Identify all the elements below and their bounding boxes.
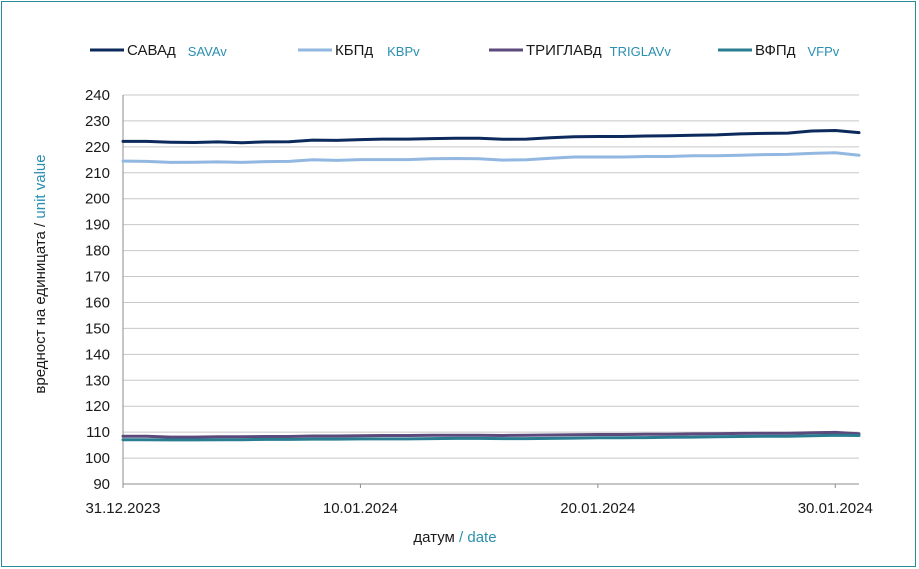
gridlines [123, 94, 859, 485]
x-tick-label: 31.12.2023 [85, 500, 160, 517]
series-line [121, 433, 861, 442]
series-lines [121, 129, 861, 442]
x-axis-label: датум / date [413, 529, 496, 546]
y-tick-label: 180 [85, 243, 110, 260]
y-axis-label: вредност на единицата / unit value [32, 154, 49, 393]
legend-label: ТРИГЛАВд [526, 42, 602, 59]
y-tick-label: 140 [85, 346, 110, 363]
series-line [121, 430, 861, 439]
y-tick-label: 170 [85, 269, 110, 286]
y-axis-label-primary: вредност на единицата [32, 230, 49, 393]
legend-label-en: SAVAv [188, 44, 228, 59]
y-tick-label: 230 [85, 113, 110, 130]
legend: САВАд SAVAv КБПд KBPv ТРИГЛАВд TRIGLAVv ВФПд VF… [90, 42, 840, 59]
y-tick-label: 210 [85, 165, 110, 182]
x-axis-ticks: 31.12.2023 10.01.2024 20.01.2024 30.01.2024 [85, 484, 873, 517]
y-tick-label: 240 [85, 87, 110, 104]
legend-label: ВФПд [755, 42, 796, 59]
y-tick-label: 120 [85, 398, 110, 415]
y-tick-label: 190 [85, 217, 110, 234]
legend-label: КБПд [335, 42, 373, 59]
y-tick-label: 110 [86, 424, 110, 441]
legend-label-en: VFPv [807, 44, 839, 59]
y-axis-label-separator: / [32, 219, 49, 232]
y-tick-label: 160 [85, 294, 110, 311]
y-tick-label: 130 [85, 372, 110, 389]
y-tick-label: 220 [85, 139, 110, 156]
legend-label: САВАд [127, 42, 176, 59]
x-axis-label-secondary: date [467, 529, 496, 546]
y-tick-label: 150 [85, 320, 110, 337]
x-tick-label: 10.01.2024 [323, 500, 398, 517]
series-line [121, 151, 861, 164]
y-tick-label: 100 [85, 450, 110, 467]
y-tick-label: 90 [93, 476, 110, 493]
legend-label-en: TRIGLAVv [610, 44, 672, 59]
x-tick-label: 30.01.2024 [798, 500, 873, 517]
y-tick-label: 200 [85, 191, 110, 208]
series-line [121, 129, 861, 145]
x-tick-label: 20.01.2024 [560, 500, 635, 517]
legend-label-en: KBPv [387, 44, 420, 59]
x-axis-label-separator: / [455, 529, 468, 546]
axes [122, 95, 859, 485]
y-axis-label-secondary: unit value [32, 154, 49, 218]
y-axis-ticks: 90 100 110 120 130 140 150 160 170 180 190 200 210 22… [85, 87, 110, 493]
x-axis-label-primary: датум [413, 529, 454, 546]
